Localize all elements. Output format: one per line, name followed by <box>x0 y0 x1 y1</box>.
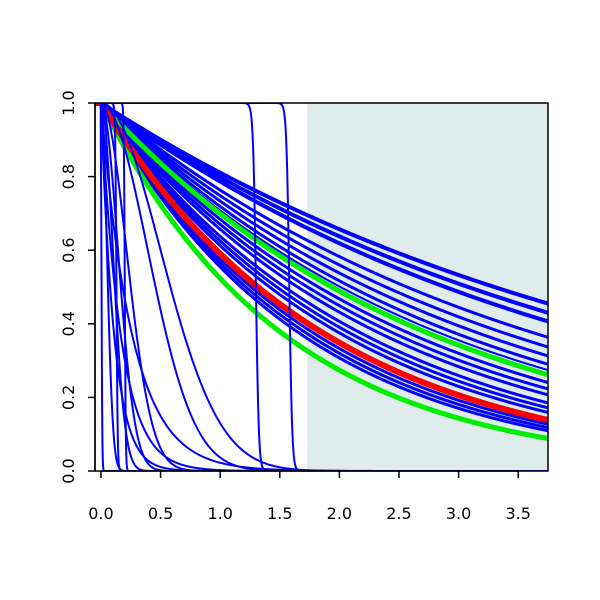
y-tick-label: 0.0 <box>59 458 78 483</box>
series-line <box>95 103 548 405</box>
series-line <box>95 103 548 430</box>
x-tick-label: 3.0 <box>446 504 471 523</box>
series-line <box>95 103 548 471</box>
series-line <box>95 103 548 306</box>
x-tick-label: 2.5 <box>386 504 411 523</box>
x-tick-label: 0.0 <box>88 504 113 523</box>
series-line <box>95 103 548 339</box>
series-line <box>95 103 548 324</box>
series-line <box>95 103 548 471</box>
y-tick-label: 0.2 <box>59 385 78 410</box>
series-line <box>95 103 548 366</box>
series-line <box>95 103 548 384</box>
series-line <box>95 103 548 391</box>
y-tick-label: 0.4 <box>59 311 78 336</box>
y-tick-label: 0.6 <box>59 237 78 262</box>
x-tick-label: 0.5 <box>148 504 173 523</box>
series-line <box>95 103 548 397</box>
y-tick-label: 0.8 <box>59 164 78 189</box>
series-line <box>95 103 548 349</box>
x-tick-label: 3.5 <box>505 504 530 523</box>
x-tick-label: 1.0 <box>207 504 232 523</box>
series-line <box>95 103 548 410</box>
y-tick-label: 1.0 <box>59 90 78 115</box>
series-line <box>95 103 548 433</box>
series-line <box>95 103 548 358</box>
series-line-central <box>95 103 548 423</box>
series-line <box>95 103 548 315</box>
series-line <box>95 103 548 414</box>
series-line-band <box>95 103 548 442</box>
series-line-band <box>95 103 548 378</box>
series-line <box>95 103 548 471</box>
x-tick-label: 2.0 <box>327 504 352 523</box>
x-tick-label: 1.5 <box>267 504 292 523</box>
